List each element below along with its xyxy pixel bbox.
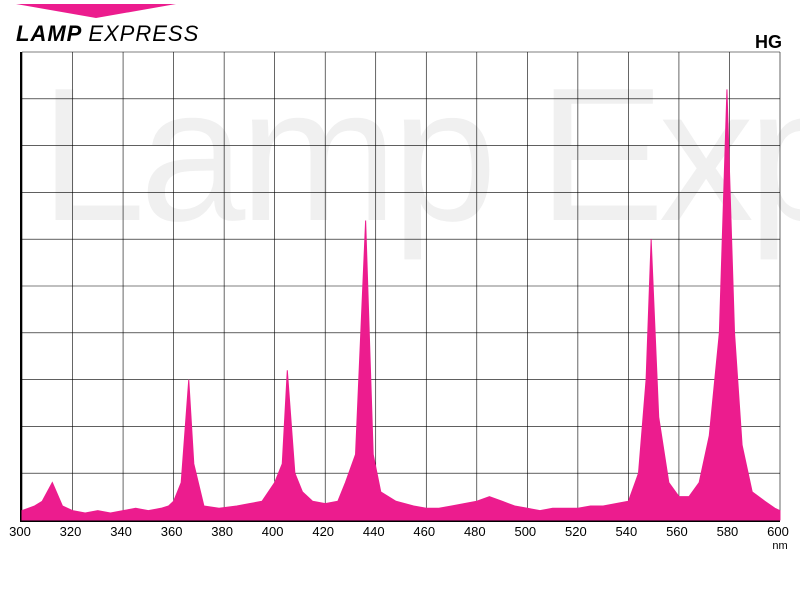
x-tick-label: 580 [717, 524, 739, 539]
x-tick-label: 340 [110, 524, 132, 539]
x-tick-label: 420 [312, 524, 334, 539]
x-tick-label: 540 [616, 524, 638, 539]
x-tick-label: 440 [363, 524, 385, 539]
x-tick-label: 460 [413, 524, 435, 539]
x-tick-label: 520 [565, 524, 587, 539]
x-axis-unit: nm [772, 540, 787, 552]
x-tick-label: 560 [666, 524, 688, 539]
brand-word-express: EXPRESS [88, 21, 199, 47]
x-tick-label: 380 [211, 524, 233, 539]
label-hg: HG [755, 32, 782, 53]
x-axis-ticks: 3003203403603804004204404604805005205405… [20, 524, 780, 544]
x-tick-label: 400 [262, 524, 284, 539]
x-tick-label: 500 [514, 524, 536, 539]
brand-word-lamp: LAMP [16, 21, 82, 47]
logo-pointer-icon [16, 4, 176, 18]
x-tick-label: 300 [9, 524, 31, 539]
spectrum-chart [20, 52, 780, 522]
x-tick-label: 480 [464, 524, 486, 539]
x-tick-label: 360 [161, 524, 183, 539]
x-tick-label: 320 [60, 524, 82, 539]
chart-svg [22, 52, 780, 520]
x-tick-label: 600 [767, 524, 789, 539]
brand-header: LAMP EXPRESS [16, 4, 199, 47]
